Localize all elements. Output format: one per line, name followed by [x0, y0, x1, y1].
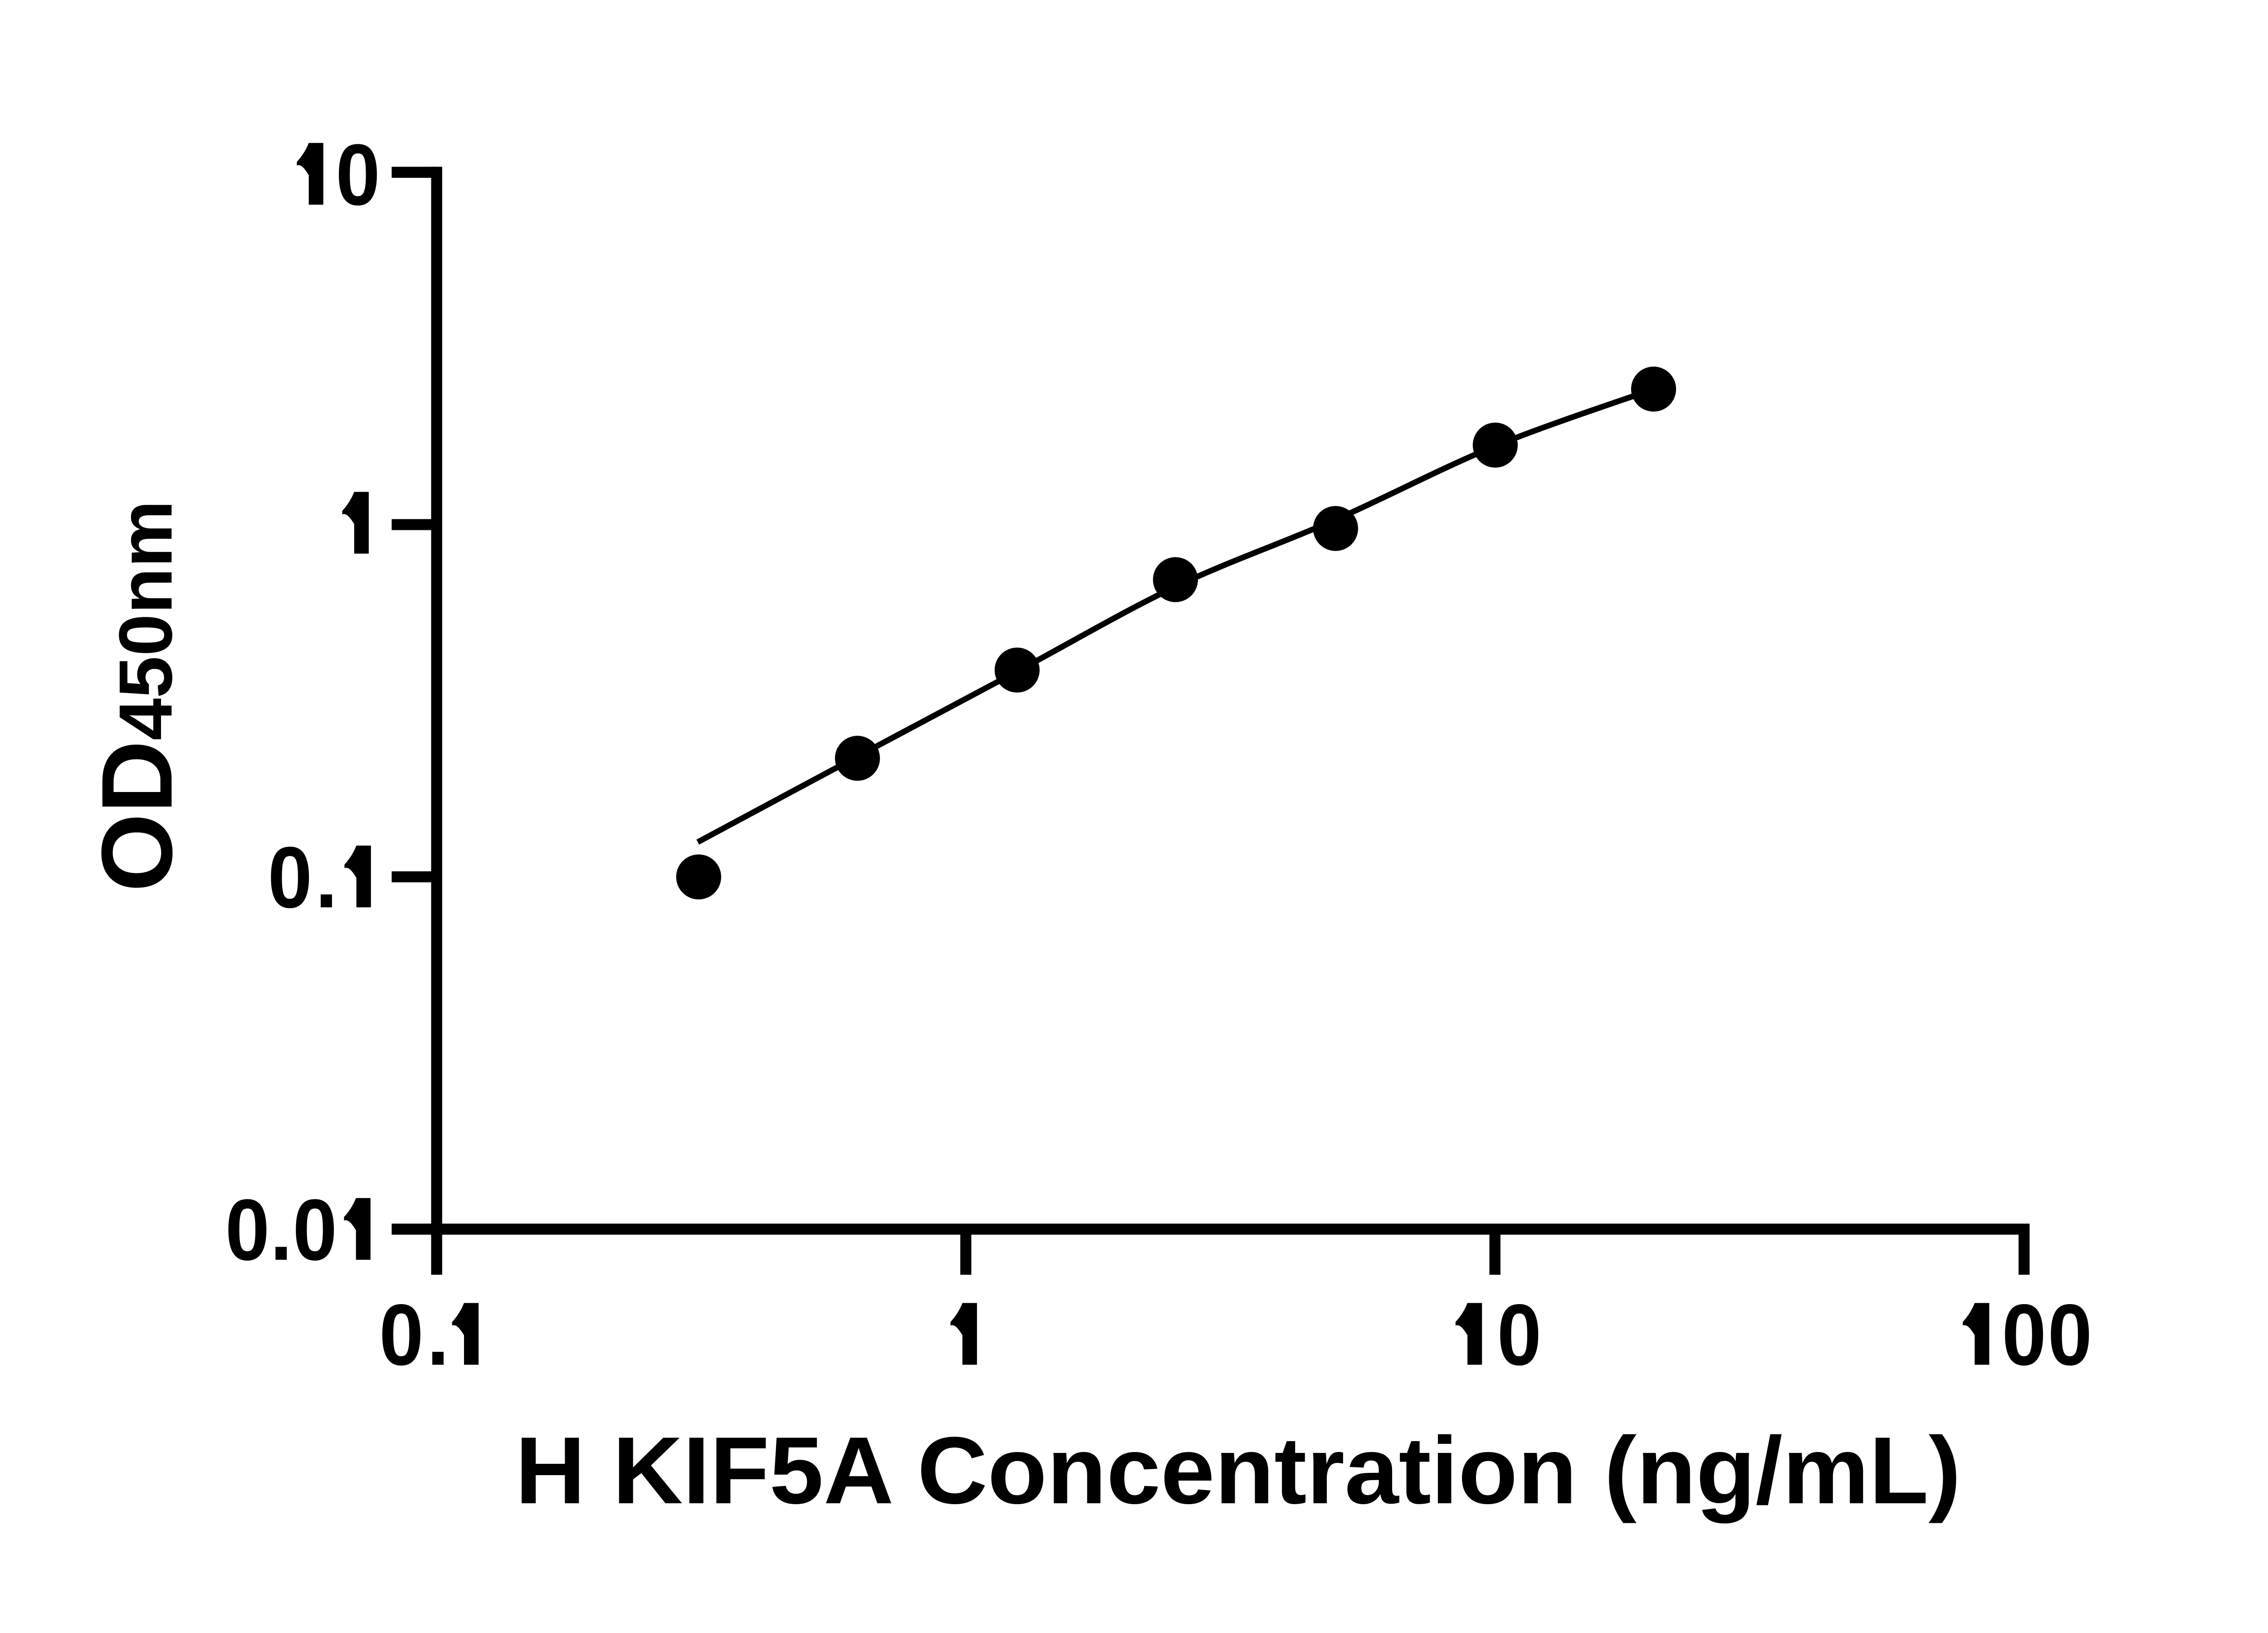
svg-text:0: 0	[336, 127, 380, 224]
svg-text:0: 0	[2002, 1286, 2046, 1384]
svg-text:H KIF5A Concentration (ng/mL): H KIF5A Concentration (ng/mL)	[515, 1417, 1961, 1524]
svg-text:.: .	[427, 1286, 449, 1384]
svg-text:.: .	[315, 829, 337, 926]
svg-text:0: 0	[2048, 1286, 2092, 1384]
svg-text:.: .	[270, 1181, 292, 1278]
svg-text:0: 0	[268, 829, 312, 926]
svg-text:0: 0	[1497, 1286, 1541, 1384]
svg-text:OD450nm: OD450nm	[80, 500, 193, 892]
svg-text:0: 0	[225, 1181, 270, 1278]
svg-text:0: 0	[379, 1286, 424, 1384]
svg-text:0: 0	[293, 1181, 337, 1278]
